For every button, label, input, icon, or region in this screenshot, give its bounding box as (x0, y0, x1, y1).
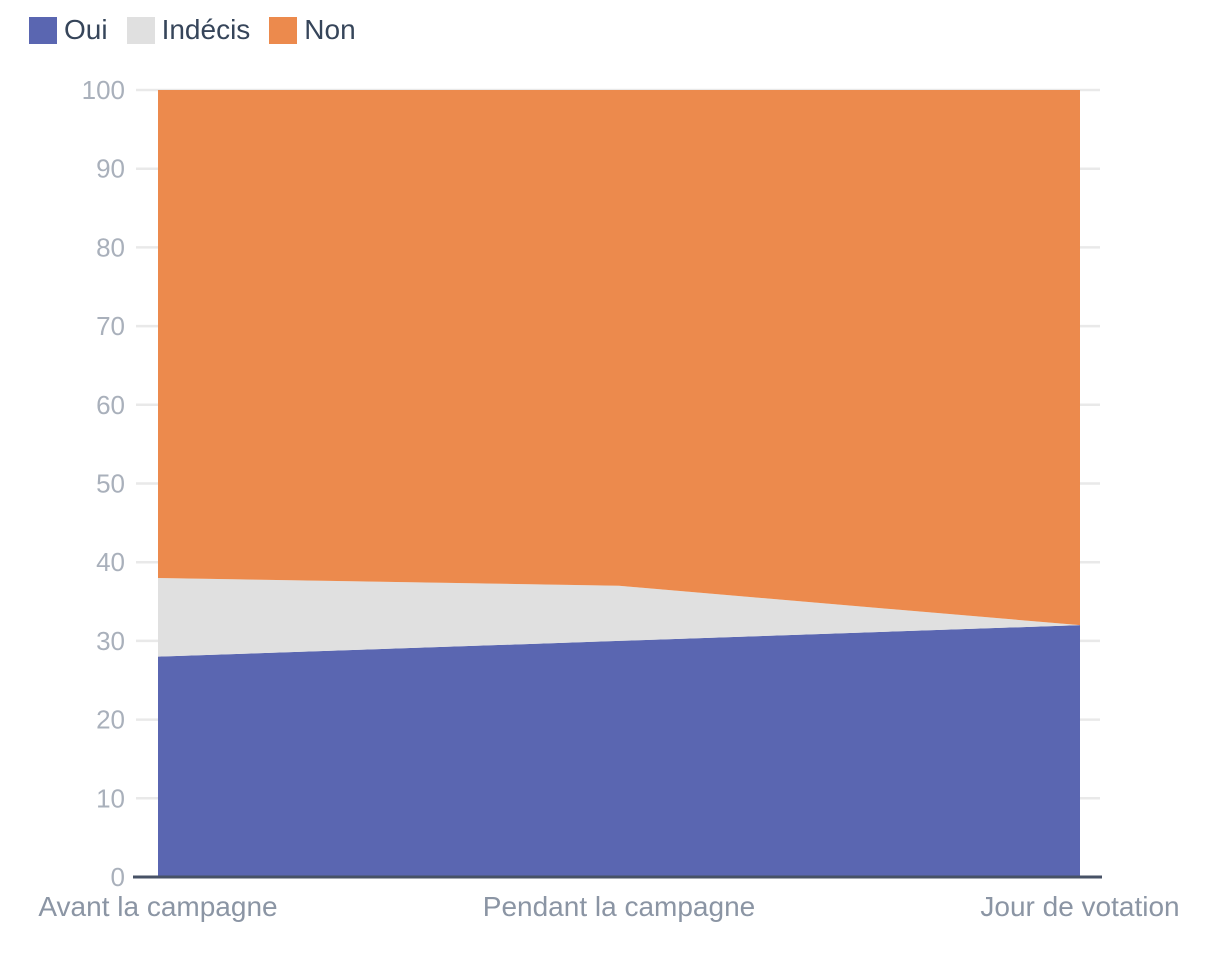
legend-item-non[interactable]: Non (269, 14, 356, 45)
legend-swatch-indecis (126, 16, 155, 44)
y-tick-label-90: 90 (96, 154, 125, 184)
area-oui (158, 625, 1080, 877)
y-tick-label-20: 20 (96, 705, 125, 735)
y-tick-label-50: 50 (96, 469, 125, 499)
legend-label-oui: Oui (64, 14, 108, 45)
area-non (158, 90, 1080, 626)
x-category-label: Pendant la campagne (483, 891, 755, 922)
x-category-label: Jour de votation (980, 891, 1179, 922)
y-tick-label-70: 70 (96, 311, 125, 341)
y-tick-label-60: 60 (96, 390, 125, 420)
y-tick-label-30: 30 (96, 626, 125, 656)
legend: Oui Indécis Non (29, 16, 375, 44)
y-tick-label-10: 10 (96, 783, 125, 813)
area-indécis (158, 577, 1080, 657)
legend-swatch-non (269, 16, 298, 44)
y-tick-label-100: 100 (82, 75, 125, 105)
y-tick-label-0: 0 (111, 862, 125, 892)
legend-item-oui[interactable]: Oui (29, 16, 108, 44)
legend-swatch-oui (29, 16, 57, 44)
legend-label-indecis: Indécis (161, 14, 251, 45)
y-tick-label-40: 40 (96, 547, 125, 577)
legend-item-indecis[interactable]: Indécis (126, 14, 251, 45)
legend-label-non: Non (304, 14, 356, 45)
x-category-label: Avant la campagne (38, 891, 277, 922)
y-tick-label-80: 80 (96, 232, 125, 262)
